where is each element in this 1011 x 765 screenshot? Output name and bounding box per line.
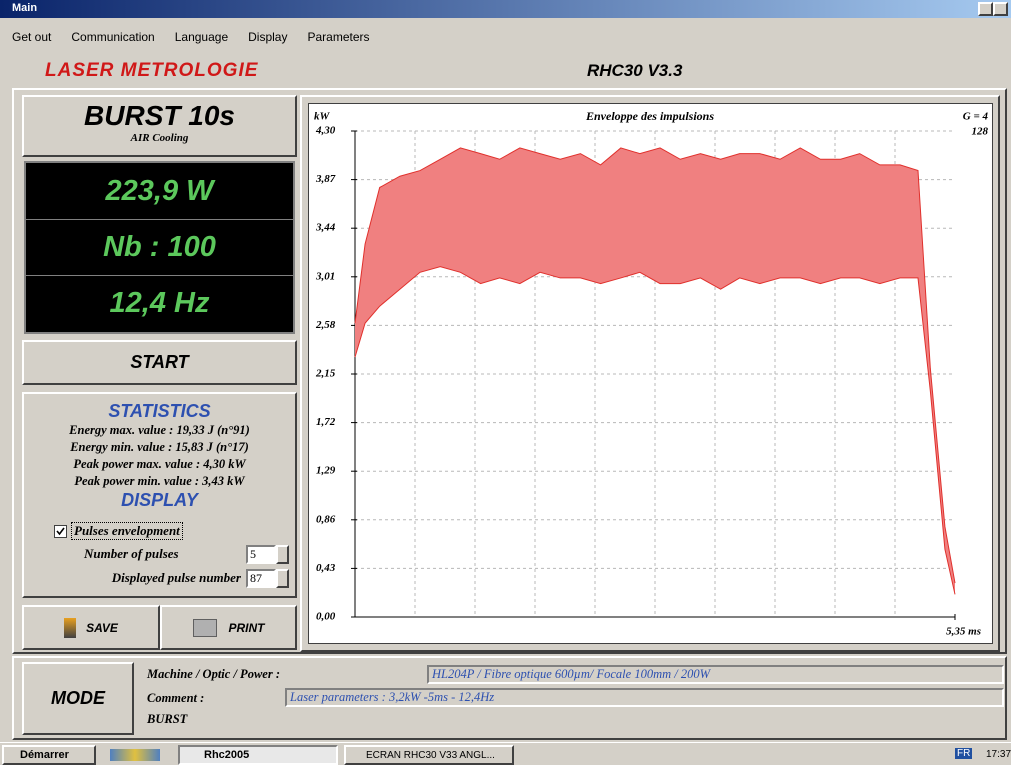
title-bar: Main: [0, 0, 1011, 18]
print-button[interactable]: PRINT: [160, 605, 297, 650]
display-fields: Number of pulses 5 Displayed pulse number 8…: [32, 542, 290, 590]
comment-field: Laser parameters : 3,2kW -5ms - 12,4Hz: [285, 688, 1004, 707]
clock: 17:37: [986, 749, 1011, 760]
comment-label: Comment :: [147, 691, 205, 705]
brand: LASER METROLOGIE: [45, 60, 259, 81]
task-button[interactable]: Rhc2005: [178, 745, 338, 765]
version: RHC30 V3.3: [587, 61, 683, 80]
menu-item[interactable]: Get out: [12, 30, 52, 44]
start-menu-button[interactable]: Démarrer: [2, 745, 96, 765]
start-button[interactable]: START: [22, 340, 297, 385]
statistic-line: Peak power max. value : 4,30 kW: [73, 457, 246, 471]
statistic-line: Energy max. value : 19,33 J (n°91): [69, 423, 250, 437]
field-label: Displayed pulse number: [111, 570, 241, 585]
quick-launch[interactable]: [110, 749, 160, 761]
language-indicator[interactable]: FR: [955, 748, 973, 759]
maximize-button[interactable]: [993, 2, 1008, 16]
statistics-lines: Energy max. value : 19,33 J (n°91) Energy…: [24, 422, 295, 490]
save-button[interactable]: SAVE: [22, 605, 160, 650]
menu-bar: Get out Communication Language Display Param…: [12, 30, 370, 46]
taskbar: Démarrer Rhc2005 ECRAN RHC30 V33 ANGL...…: [0, 742, 1011, 765]
statistics-box: STATISTICS Energy max. value : 19,33 J (…: [22, 392, 297, 598]
checkbox[interactable]: [54, 524, 67, 538]
spin-button[interactable]: [276, 544, 289, 564]
menu-item[interactable]: Language: [174, 30, 229, 44]
statistic-line: Peak power min. value : 3,43 kW: [74, 474, 245, 488]
task-button[interactable]: ECRAN RHC30 V33 ANGL...: [344, 745, 514, 765]
field-input[interactable]: 87: [246, 568, 276, 588]
field-row: Displayed pulse number 87: [32, 566, 290, 590]
mode-title: BURST 10s: [84, 100, 235, 131]
readings-box: 223,9 W Nb : 100 12,4 Hz: [24, 161, 295, 334]
window-title: Main: [12, 2, 38, 14]
field-label: Number of pulses: [84, 546, 179, 561]
display-title: DISPLAY: [121, 490, 198, 510]
mode-value: BURST: [147, 712, 188, 726]
save-icon: [64, 617, 77, 638]
mode-button[interactable]: MODE: [22, 662, 134, 735]
checkmark: [56, 527, 65, 535]
checkbox-row: Pulses envelopment: [54, 522, 183, 540]
field-row: Number of pulses 5: [32, 542, 290, 566]
statistics-title: STATISTICS: [108, 401, 211, 421]
checkbox-label: Pulses envelopment: [71, 522, 183, 540]
print-label: PRINT: [228, 620, 265, 635]
menu-item[interactable]: Parameters: [307, 30, 370, 44]
mode-box: BURST 10s AIR Cooling: [22, 95, 297, 157]
field-input[interactable]: 5: [246, 544, 276, 564]
statistic-line: Energy min. value : 15,83 J (n°17): [70, 440, 249, 454]
machine-field: HL204P / Fibre optique 600µm/ Focale 100…: [427, 665, 1004, 684]
reading: 12,4 Hz: [26, 275, 293, 331]
plot-background: [308, 103, 993, 644]
menu-item[interactable]: Display: [248, 30, 288, 44]
print-icon: [192, 618, 217, 637]
save-label: SAVE: [86, 620, 118, 635]
machine-label: Machine / Optic / Power :: [147, 667, 280, 681]
reading: Nb : 100: [26, 219, 293, 275]
cooling: AIR Cooling: [130, 132, 189, 144]
menu-item[interactable]: Communication: [71, 30, 155, 44]
spin-button[interactable]: [276, 568, 289, 588]
reading: 223,9 W: [105, 174, 214, 207]
minimize-button[interactable]: [978, 2, 993, 16]
